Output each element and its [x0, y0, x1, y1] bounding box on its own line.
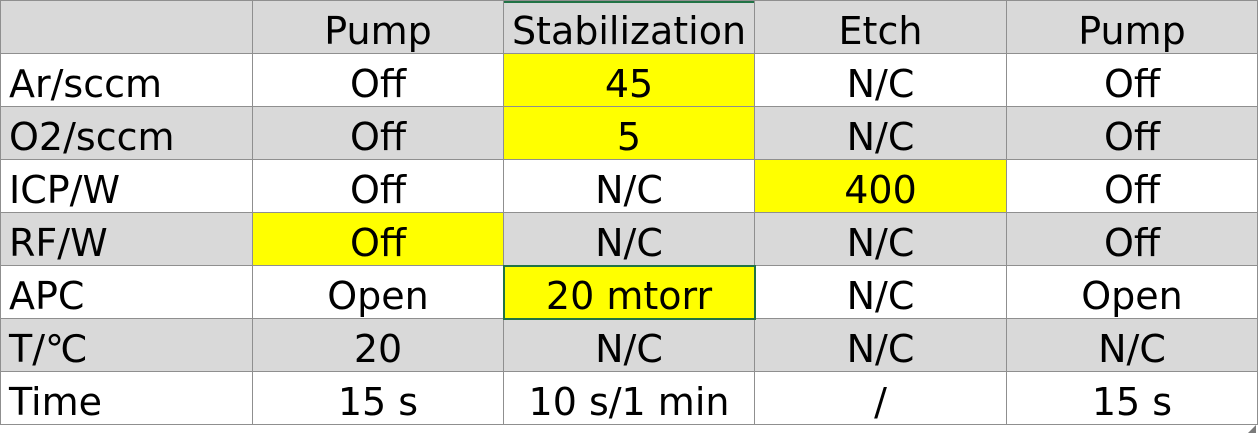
row-label-icp[interactable]: ICP/W	[0, 159, 253, 213]
header-row: Pump Stabilization Etch Pump	[0, 0, 1258, 54]
header-cell-etch[interactable]: Etch	[754, 0, 1007, 54]
cell-icp-pump-final[interactable]: Off	[1006, 159, 1258, 213]
table-row-apc: APC Open 20 mtorr N/C Open	[0, 264, 1258, 320]
cell-apc-stabilization-selected[interactable]: 20 mtorr	[502, 264, 756, 320]
table-row-temperature: T/℃ 20 N/C N/C N/C	[0, 318, 1258, 372]
cell-temperature-etch[interactable]: N/C	[754, 318, 1007, 372]
header-cell-stabilization[interactable]: Stabilization	[503, 0, 755, 54]
table-row-icp: ICP/W Off N/C 400 Off	[0, 159, 1258, 213]
process-table: Pump Stabilization Etch Pump Ar/sccm Off…	[0, 0, 1258, 425]
table-row-rf: RF/W Off N/C N/C Off	[0, 212, 1258, 266]
row-label-time[interactable]: Time	[0, 371, 253, 425]
header-cell-pump-final[interactable]: Pump	[1006, 0, 1258, 54]
resize-handle-icon[interactable]	[1248, 425, 1256, 433]
cell-o2-pump-final[interactable]: Off	[1006, 106, 1258, 160]
cell-temperature-stabilization[interactable]: N/C	[503, 318, 755, 372]
table-row-time: Time 15 s 10 s/1 min / 15 s	[0, 371, 1258, 425]
cell-o2-etch[interactable]: N/C	[754, 106, 1007, 160]
cell-o2-pump[interactable]: Off	[252, 106, 504, 160]
cell-icp-etch[interactable]: 400	[754, 159, 1007, 213]
row-label-o2[interactable]: O2/sccm	[0, 106, 253, 160]
cell-temperature-pump[interactable]: 20	[252, 318, 504, 372]
cell-rf-pump[interactable]: Off	[252, 212, 504, 266]
cell-rf-stabilization[interactable]: N/C	[503, 212, 755, 266]
header-cell-pump[interactable]: Pump	[252, 0, 504, 54]
cell-time-etch[interactable]: /	[754, 371, 1007, 425]
row-label-temperature[interactable]: T/℃	[0, 318, 253, 372]
table-row-o2: O2/sccm Off 5 N/C Off	[0, 106, 1258, 160]
cell-rf-etch[interactable]: N/C	[754, 212, 1007, 266]
header-cell-corner[interactable]	[0, 0, 253, 54]
row-label-rf[interactable]: RF/W	[0, 212, 253, 266]
cell-apc-etch[interactable]: N/C	[754, 265, 1007, 319]
cell-time-pump[interactable]: 15 s	[252, 371, 504, 425]
row-label-ar[interactable]: Ar/sccm	[0, 53, 253, 107]
cell-time-stabilization[interactable]: 10 s/1 min	[503, 371, 755, 425]
cell-icp-stabilization[interactable]: N/C	[503, 159, 755, 213]
cell-ar-pump[interactable]: Off	[252, 53, 504, 107]
table-row-ar: Ar/sccm Off 45 N/C Off	[0, 53, 1258, 107]
cell-icp-pump[interactable]: Off	[252, 159, 504, 213]
cell-apc-pump[interactable]: Open	[252, 265, 504, 319]
cell-ar-etch[interactable]: N/C	[754, 53, 1007, 107]
cell-o2-stabilization[interactable]: 5	[503, 106, 755, 160]
cell-temperature-pump-final[interactable]: N/C	[1006, 318, 1258, 372]
cell-apc-pump-final[interactable]: Open	[1006, 265, 1258, 319]
cell-time-pump-final[interactable]: 15 s	[1006, 371, 1258, 425]
cell-rf-pump-final[interactable]: Off	[1006, 212, 1258, 266]
row-label-apc[interactable]: APC	[0, 265, 253, 319]
cell-ar-stabilization[interactable]: 45	[503, 53, 755, 107]
cell-ar-pump-final[interactable]: Off	[1006, 53, 1258, 107]
